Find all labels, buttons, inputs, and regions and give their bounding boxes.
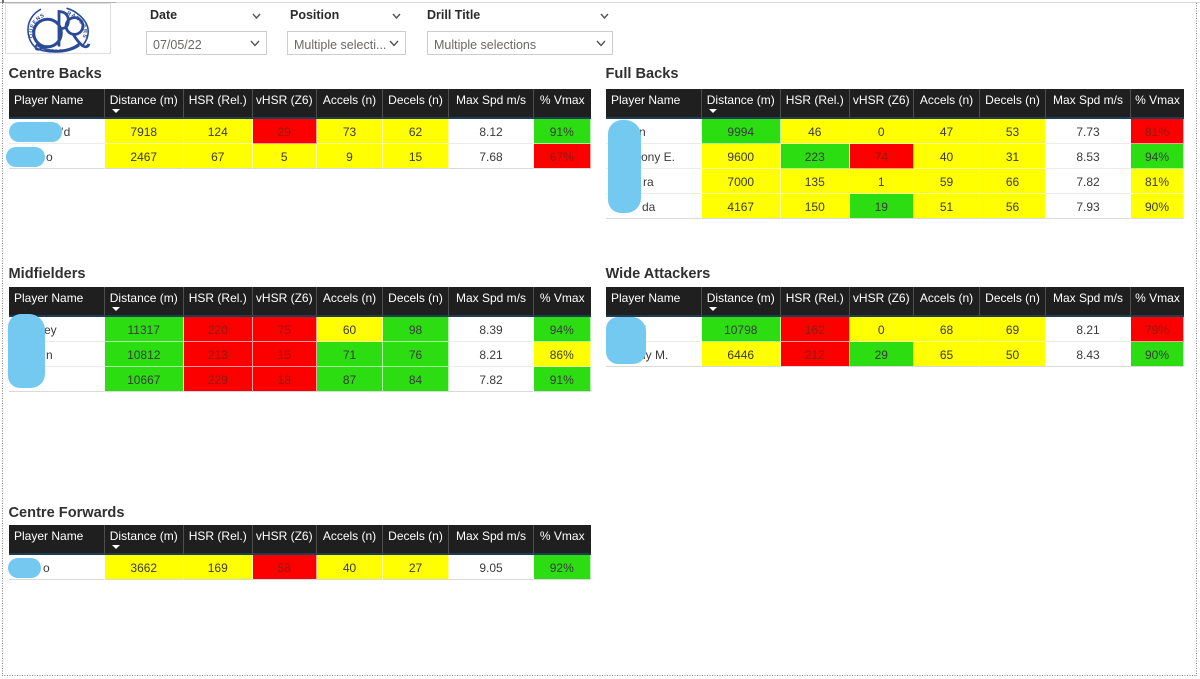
svg-text:1882: 1882 (48, 48, 64, 53)
